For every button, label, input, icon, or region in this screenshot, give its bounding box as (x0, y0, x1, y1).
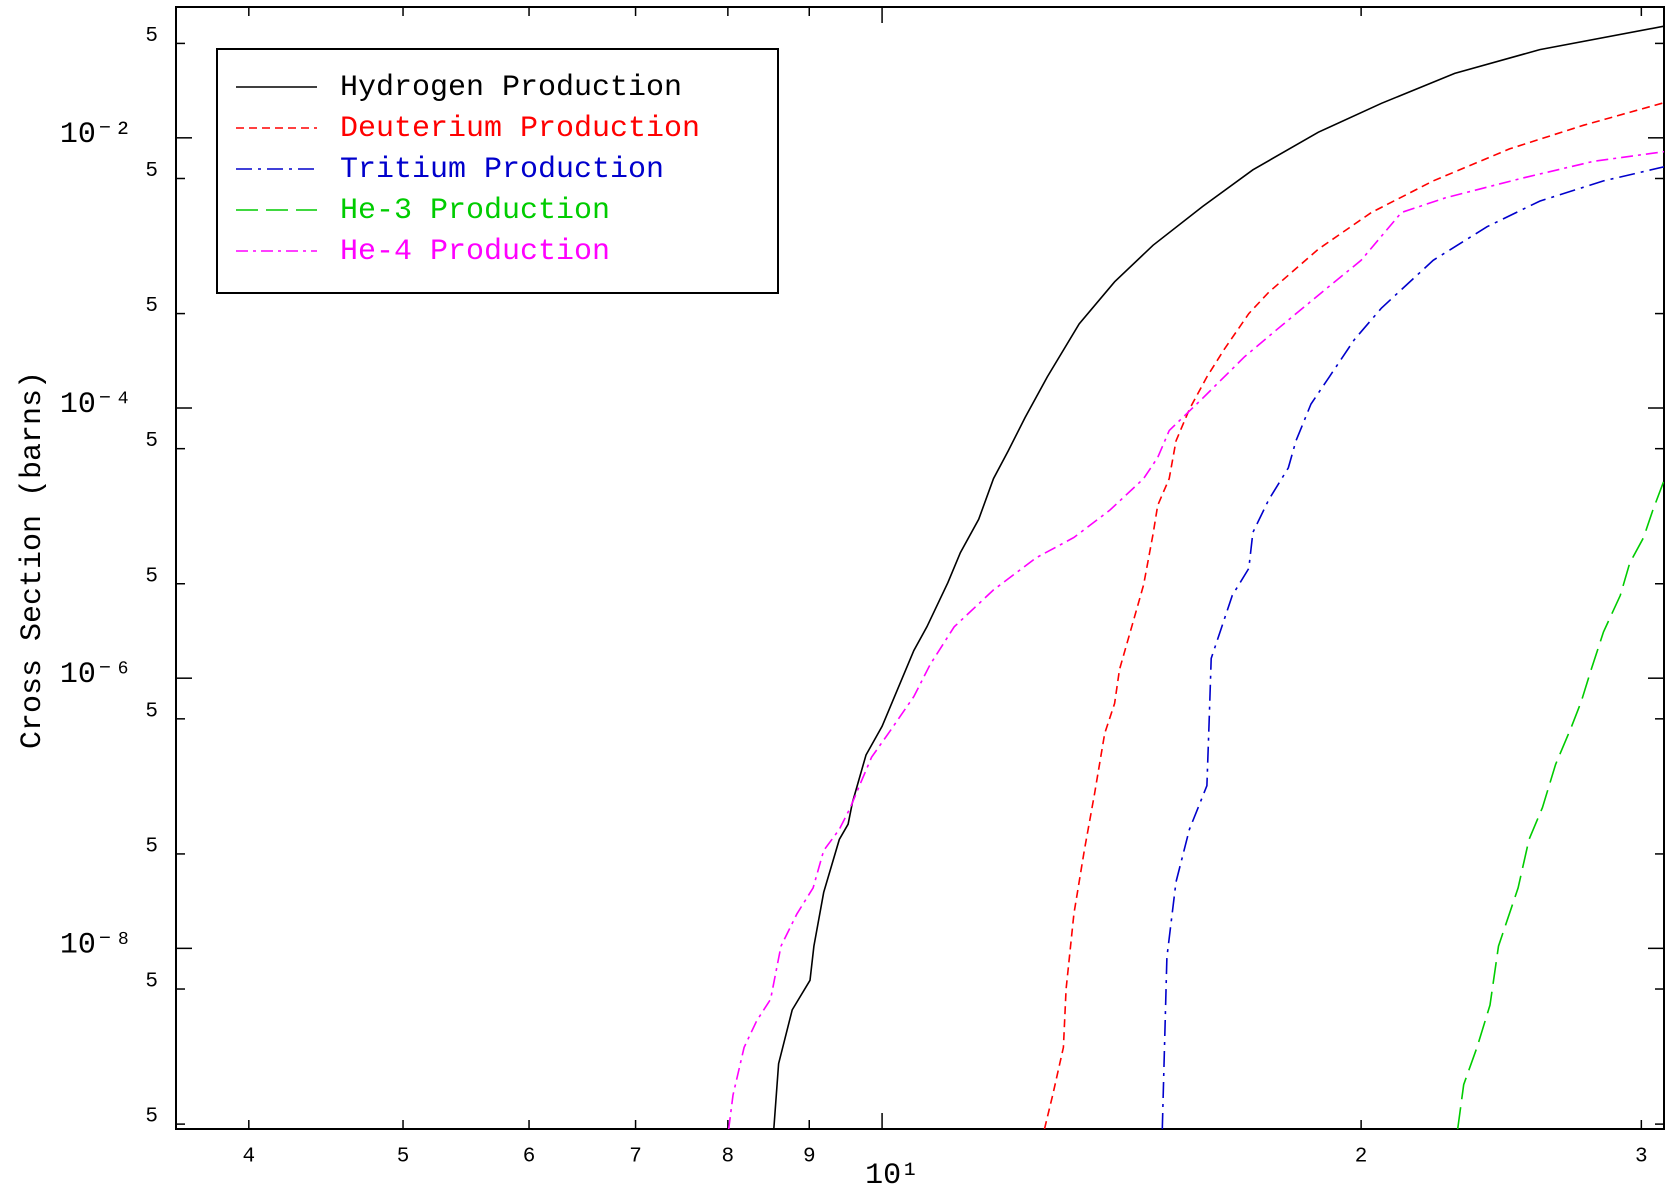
series-line (1161, 166, 1664, 1129)
y-axis-label: Cross Section (barns) (16, 371, 50, 749)
x-tick-label: 6 (523, 1146, 536, 1169)
series-line (773, 25, 1664, 1129)
x-tick-label: 7 (629, 1146, 642, 1169)
y-tick-label: 5 (145, 835, 158, 858)
legend-box (216, 48, 779, 294)
legend-label: Hydrogen Production (340, 71, 682, 105)
x-tick-label: 4 (243, 1146, 256, 1169)
x-tick-label: 10¹ (865, 1159, 919, 1193)
y-tick-label: 5 (145, 160, 158, 183)
y-tick-label: 5 (145, 971, 158, 994)
x-tick-label: 2 (1355, 1146, 1368, 1169)
y-tick-label: 10⁻⁶ (60, 658, 132, 692)
x-tick-label: 9 (803, 1146, 816, 1169)
y-tick-label: 10⁻² (60, 118, 132, 152)
y-tick-label: 10⁻⁴ (60, 388, 132, 422)
x-tick-label: 5 (397, 1146, 410, 1169)
legend-label: Deuterium Production (340, 112, 700, 146)
series-line (1456, 480, 1664, 1129)
legend-label: He-3 Production (340, 194, 610, 228)
legend-label: He-4 Production (340, 235, 610, 269)
series-line (1043, 101, 1664, 1129)
y-tick-label: 5 (145, 565, 158, 588)
y-tick-label: 10⁻⁸ (60, 928, 132, 962)
y-tick-label: 5 (145, 295, 158, 318)
y-tick-label: 5 (145, 430, 158, 453)
x-tick-label: 3 (1635, 1146, 1648, 1169)
y-tick-label: 5 (145, 700, 158, 723)
x-tick-label: 8 (722, 1146, 735, 1169)
series-line (727, 150, 1664, 1129)
plot-frame (175, 6, 1665, 1130)
y-tick-label: 5 (145, 25, 158, 48)
y-tick-label: 5 (145, 1106, 158, 1129)
legend-label: Tritium Production (340, 153, 664, 187)
